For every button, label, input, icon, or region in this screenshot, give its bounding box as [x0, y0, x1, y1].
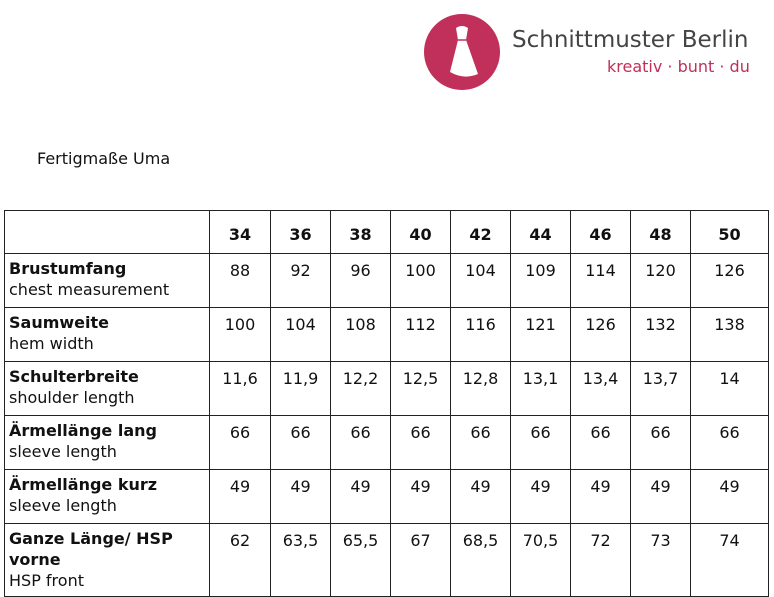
- row-label-cell: Ärmellänge lang sleeve length: [4, 415, 210, 470]
- size-header: 34: [209, 210, 271, 254]
- value-cell: 66: [450, 415, 511, 470]
- value-cell: 74: [690, 523, 769, 597]
- title: Fertigmaße Uma: [37, 149, 171, 168]
- row-label: Brustumfang: [9, 259, 127, 278]
- size-header: 44: [510, 210, 571, 254]
- row-label: Ganze Länge/ HSP vorne: [9, 529, 173, 569]
- value-cell: 100: [390, 253, 451, 308]
- value-cell: 66: [630, 415, 691, 470]
- value-cell: 14: [690, 361, 769, 416]
- row-label: Saumweite: [9, 313, 109, 332]
- value-cell: 126: [570, 307, 631, 362]
- row-sublabel: chest measurement: [9, 280, 170, 299]
- value-cell: 66: [570, 415, 631, 470]
- value-cell: 66: [330, 415, 391, 470]
- table-row: Ärmellänge kurz sleeve length 49 49 49 49 49 49…: [4, 469, 769, 524]
- value-cell: 92: [270, 253, 331, 308]
- value-cell: 112: [390, 307, 451, 362]
- value-cell: 49: [270, 469, 331, 524]
- value-cell: 68,5: [450, 523, 511, 597]
- value-cell: 63,5: [270, 523, 331, 597]
- row-sublabel: sleeve length: [9, 496, 117, 515]
- value-cell: 12,5: [390, 361, 451, 416]
- row-label: Ärmellänge lang: [9, 421, 157, 440]
- table-row: Saumweite hem width 100 104 108 112 116 121 126 1…: [4, 307, 769, 362]
- value-cell: 66: [510, 415, 571, 470]
- value-cell: 72: [570, 523, 631, 597]
- value-cell: 13,7: [630, 361, 691, 416]
- value-cell: 13,1: [510, 361, 571, 416]
- row-label-cell: Schulterbreite shoulder length: [4, 361, 210, 416]
- size-header: 38: [330, 210, 391, 254]
- value-cell: 49: [510, 469, 571, 524]
- table-row: Brustumfang chest measurement 88 92 96 100 104…: [4, 253, 769, 308]
- value-cell: 13,4: [570, 361, 631, 416]
- value-cell: 12,2: [330, 361, 391, 416]
- size-header: 50: [690, 210, 769, 254]
- value-cell: 114: [570, 253, 631, 308]
- row-sublabel: sleeve length: [9, 442, 117, 461]
- value-cell: 121: [510, 307, 571, 362]
- size-header: 40: [390, 210, 451, 254]
- header-row: 34 36 38 40 42 44 46 48 50: [4, 210, 769, 254]
- measure-table: 34 36 38 40 42 44 46 48 50 Brustumfang chest measu…: [4, 210, 769, 597]
- value-cell: 126: [690, 253, 769, 308]
- value-cell: 49: [209, 469, 271, 524]
- logo-icon: [424, 14, 500, 90]
- row-label-cell: Saumweite hem width: [4, 307, 210, 362]
- table-row: Schulterbreite shoulder length 11,6 11,9 12,…: [4, 361, 769, 416]
- logo-name: Schnittmuster Berlin: [512, 27, 749, 53]
- value-cell: 73: [630, 523, 691, 597]
- value-cell: 100: [209, 307, 271, 362]
- size-header: 42: [450, 210, 511, 254]
- value-cell: 11,9: [270, 361, 331, 416]
- row-sublabel: hem width: [9, 334, 94, 353]
- row-sublabel: shoulder length: [9, 388, 135, 407]
- value-cell: 70,5: [510, 523, 571, 597]
- value-cell: 66: [209, 415, 271, 470]
- corner-cell: [4, 210, 210, 254]
- value-cell: 49: [390, 469, 451, 524]
- size-header: 46: [570, 210, 631, 254]
- value-cell: 104: [450, 253, 511, 308]
- row-sublabel: HSP front: [9, 571, 84, 590]
- value-cell: 88: [209, 253, 271, 308]
- value-cell: 67: [390, 523, 451, 597]
- row-label-cell: Ärmellänge kurz sleeve length: [4, 469, 210, 524]
- row-label: Schulterbreite: [9, 367, 139, 386]
- row-label-cell: Brustumfang chest measurement: [4, 253, 210, 308]
- value-cell: 66: [690, 415, 769, 470]
- row-label: Ärmellänge kurz: [9, 475, 158, 494]
- value-cell: 108: [330, 307, 391, 362]
- value-cell: 49: [330, 469, 391, 524]
- value-cell: 116: [450, 307, 511, 362]
- value-cell: 66: [390, 415, 451, 470]
- value-cell: 49: [690, 469, 769, 524]
- value-cell: 49: [570, 469, 631, 524]
- value-cell: 132: [630, 307, 691, 362]
- row-label-cell: Ganze Länge/ HSP vorne HSP front: [4, 523, 210, 597]
- logo-tagline: kreativ · bunt · du: [607, 57, 750, 76]
- value-cell: 66: [270, 415, 331, 470]
- value-cell: 62: [209, 523, 271, 597]
- value-cell: 49: [450, 469, 511, 524]
- value-cell: 65,5: [330, 523, 391, 597]
- value-cell: 109: [510, 253, 571, 308]
- size-header: 48: [630, 210, 691, 254]
- value-cell: 120: [630, 253, 691, 308]
- value-cell: 96: [330, 253, 391, 308]
- value-cell: 104: [270, 307, 331, 362]
- value-cell: 11,6: [209, 361, 271, 416]
- value-cell: 12,8: [450, 361, 511, 416]
- table-row: Ganze Länge/ HSP vorne HSP front 62 63,5 65,…: [4, 523, 769, 597]
- value-cell: 49: [630, 469, 691, 524]
- table-row: Ärmellänge lang sleeve length 66 66 66 66 66 66…: [4, 415, 769, 470]
- value-cell: 138: [690, 307, 769, 362]
- size-header: 36: [270, 210, 331, 254]
